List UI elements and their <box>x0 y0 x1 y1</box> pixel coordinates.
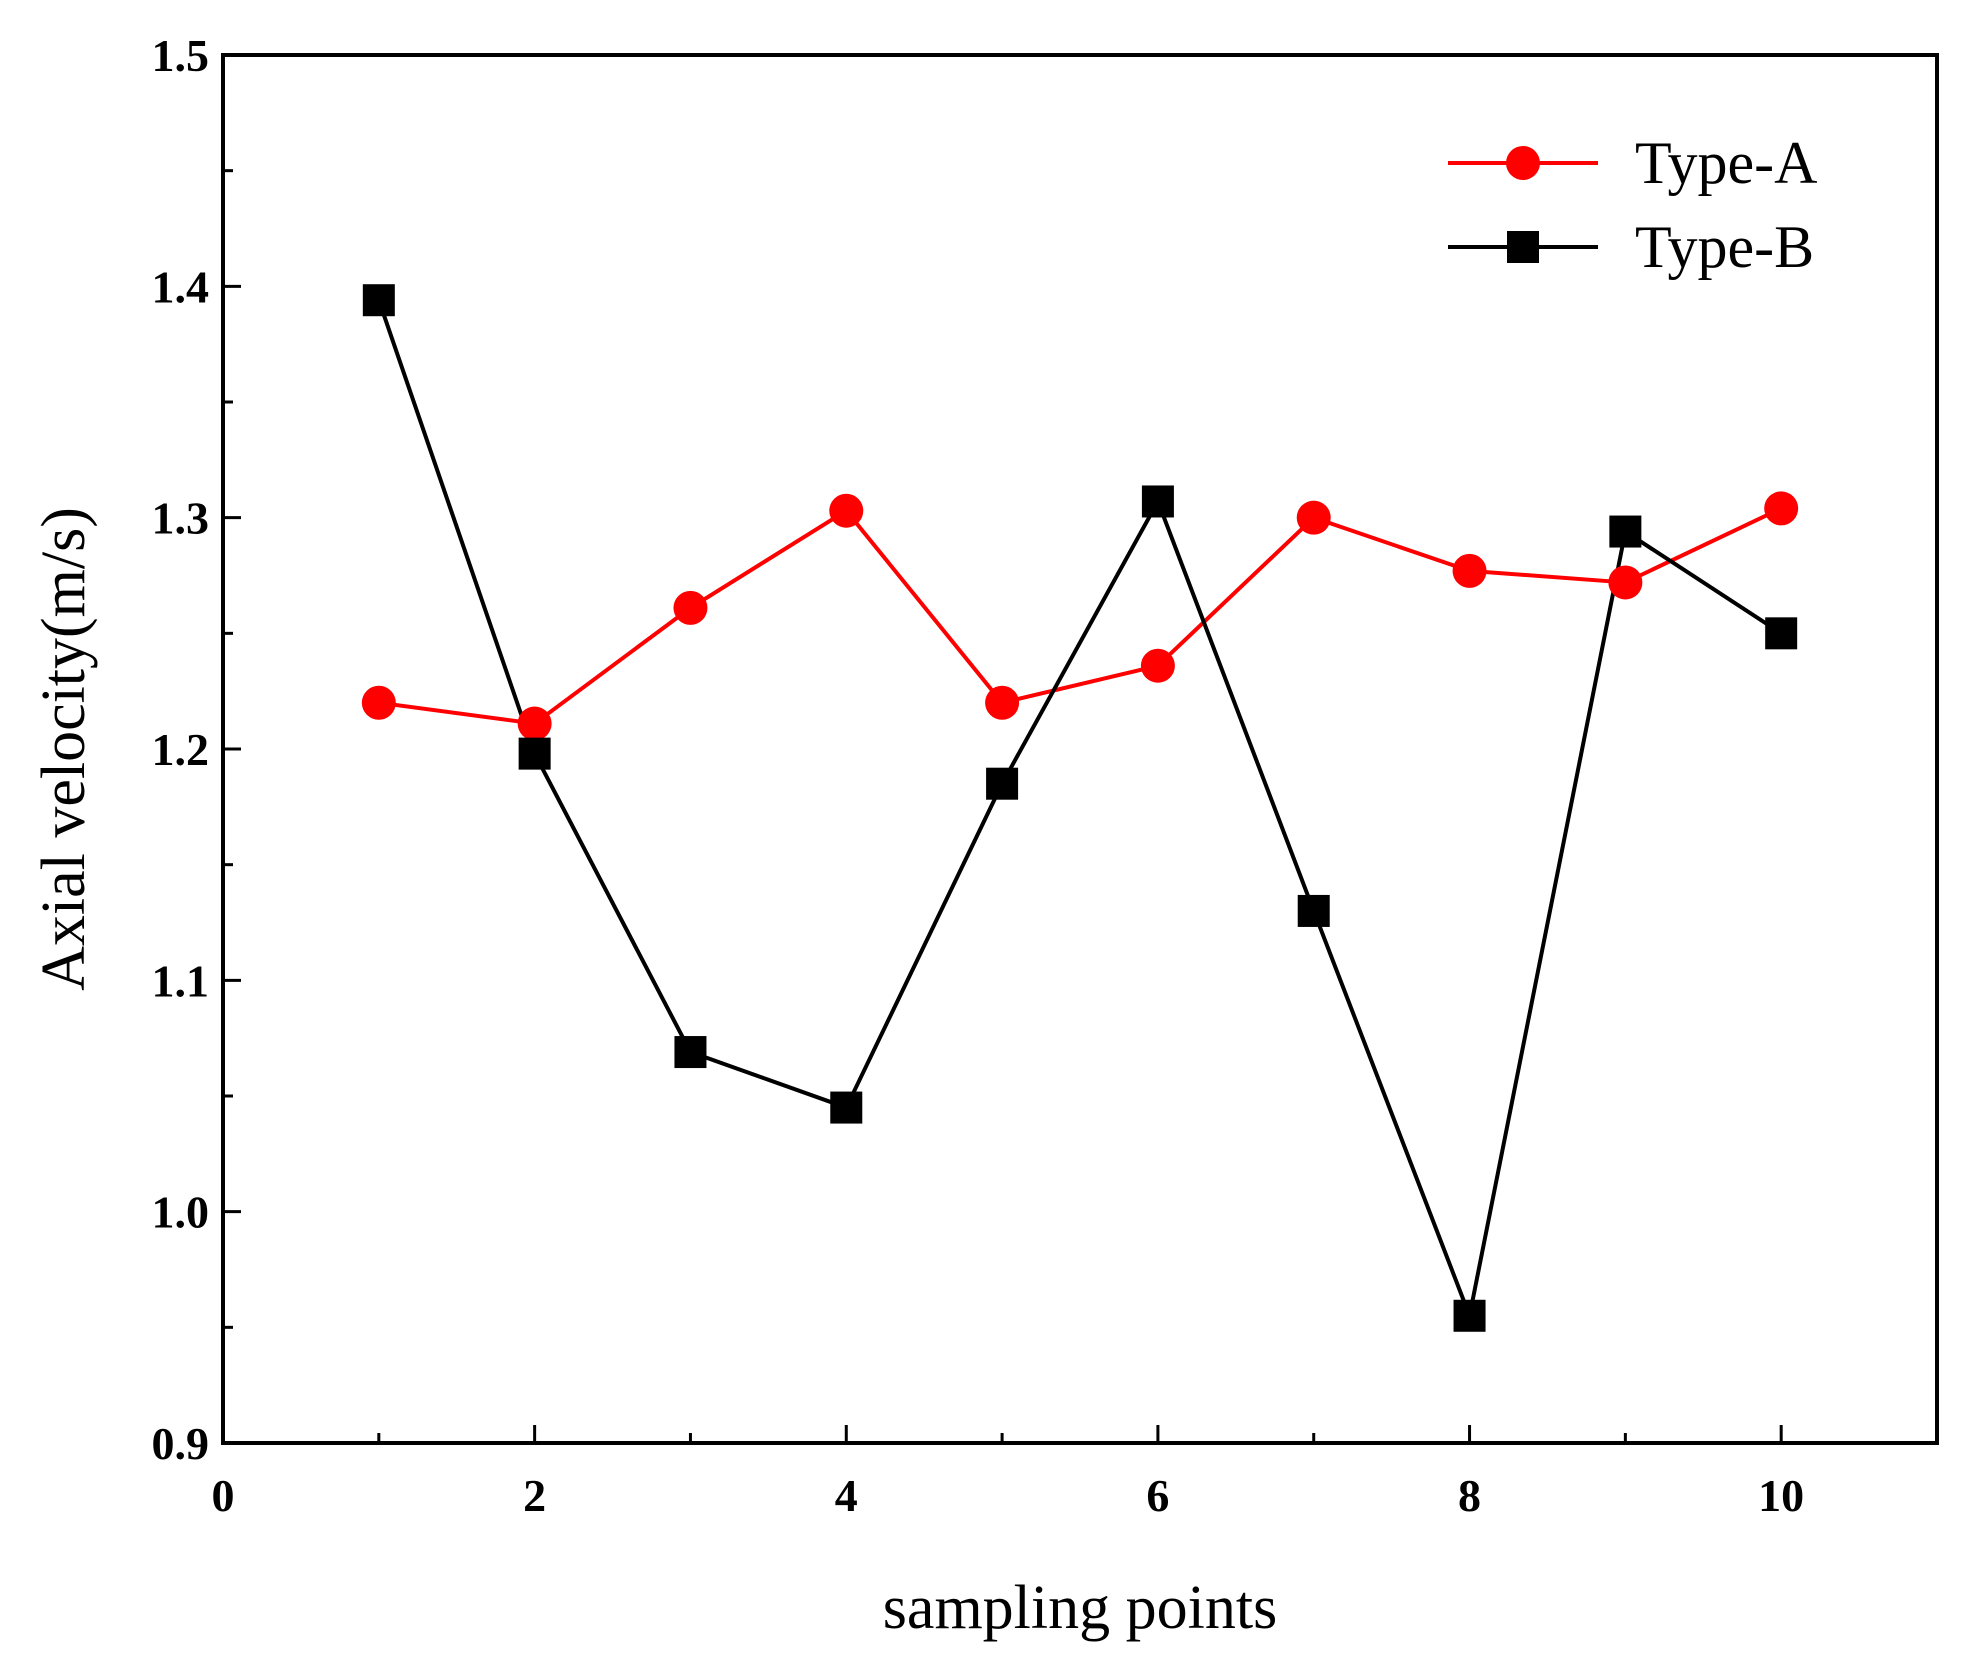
axes-layer: 0 2 4 6 8 10 0.9 1.0 1.1 1.2 1.3 1.4 1.5 sampling poi… <box>30 30 1939 1642</box>
x-axis-title: sampling points <box>883 1574 1277 1642</box>
x-tick-label: 6 <box>1146 1470 1169 1521</box>
series-line-type-b <box>376 299 1783 1318</box>
legend-label-type-a: Type-A <box>1635 130 1817 196</box>
data-point-type-a <box>1452 553 1487 588</box>
data-point-type-b <box>362 284 395 317</box>
data-point-type-a <box>1608 565 1643 600</box>
x-tick-label: 8 <box>1458 1470 1481 1521</box>
series-markers-layer <box>361 284 1799 1332</box>
data-point-type-a <box>1296 500 1331 535</box>
series-lines-layer <box>376 299 1783 1318</box>
legend-label-type-b: Type-B <box>1635 214 1814 280</box>
data-point-type-a <box>1764 491 1799 526</box>
y-tick-label: 0.9 <box>152 1418 210 1469</box>
data-point-type-b <box>986 767 1019 800</box>
data-point-type-b <box>1453 1299 1486 1332</box>
data-point-type-a <box>517 706 552 741</box>
legend-marker-type-a <box>1506 146 1540 180</box>
y-tick-label: 1.5 <box>152 30 210 81</box>
series-line-type-a <box>378 506 1783 726</box>
x-tick-label: 10 <box>1758 1470 1804 1521</box>
data-point-type-a <box>673 590 708 625</box>
x-tick-label: 2 <box>523 1470 546 1521</box>
legend: Type-A Type-B <box>1448 130 1817 280</box>
data-point-type-a <box>985 685 1020 720</box>
data-point-type-b <box>1297 894 1330 927</box>
y-tick-label: 1.2 <box>152 724 210 775</box>
y-tick-label: 1.1 <box>152 955 210 1006</box>
data-point-type-b <box>1141 485 1174 518</box>
x-tick-label: 0 <box>212 1470 235 1521</box>
y-tick-label: 1.3 <box>152 493 210 544</box>
data-point-type-b <box>518 737 551 770</box>
data-point-type-a <box>829 493 864 528</box>
y-tick-label: 1.4 <box>152 261 210 312</box>
x-tick-label: 4 <box>835 1470 858 1521</box>
y-axis-title: Axial velocity(m/s) <box>30 507 98 991</box>
data-point-type-b <box>1765 617 1798 650</box>
legend-marker-type-b <box>1507 231 1539 263</box>
data-point-type-b <box>1609 515 1642 548</box>
data-point-type-a <box>361 685 396 720</box>
data-point-type-a <box>1140 648 1175 683</box>
data-point-type-b <box>830 1091 863 1124</box>
y-tick-label: 1.0 <box>152 1187 210 1238</box>
data-point-type-b <box>674 1036 707 1069</box>
